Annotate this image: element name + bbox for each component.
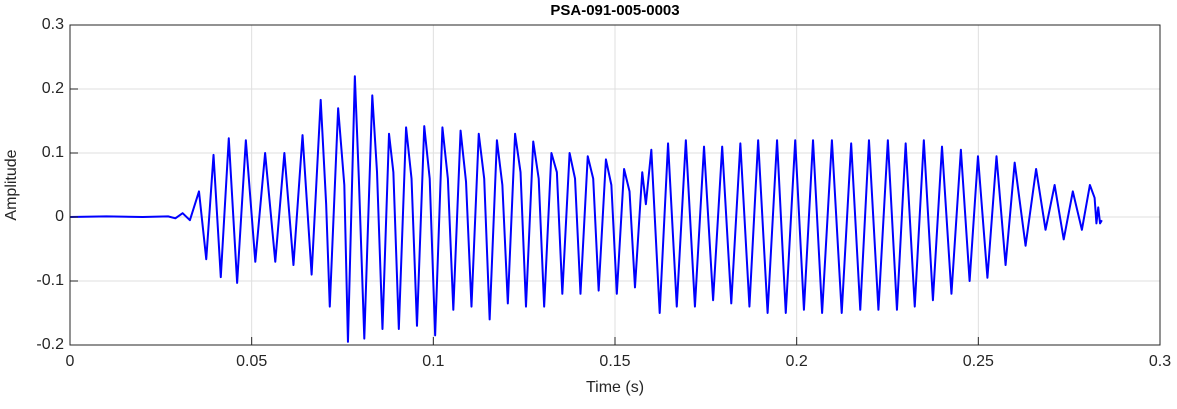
lines: [69, 75, 1103, 343]
x-tick-label: 0.2: [786, 353, 808, 370]
ticks: 0 0.05 0.1 0.15 0.2 0.25 0.3 -0.2 -0.1 0 0.1 0.2 0.3: [36, 16, 1171, 370]
y-tick-label: -0.2: [36, 336, 64, 353]
y-tick-label: -0.1: [36, 272, 64, 289]
waveform-line: [69, 75, 1103, 343]
y-tick-label: 0.3: [42, 16, 64, 33]
y-tick-label: 0.2: [42, 80, 64, 97]
y-axis-label: Amplitude: [3, 149, 20, 220]
x-tick-label: 0.05: [236, 353, 267, 370]
x-tick-label: 0: [66, 353, 75, 370]
y-tick-label: 0: [55, 208, 64, 225]
chart-title: PSA-091-005-0003: [550, 2, 679, 19]
x-axis-label: Time (s): [586, 379, 644, 396]
x-tick-label: 0.15: [599, 353, 630, 370]
x-tick-label: 0.1: [422, 353, 444, 370]
y-tick-label: 0.1: [42, 144, 64, 161]
x-tick-label: 0.25: [963, 353, 994, 370]
x-tick-label: 0.3: [1149, 353, 1171, 370]
